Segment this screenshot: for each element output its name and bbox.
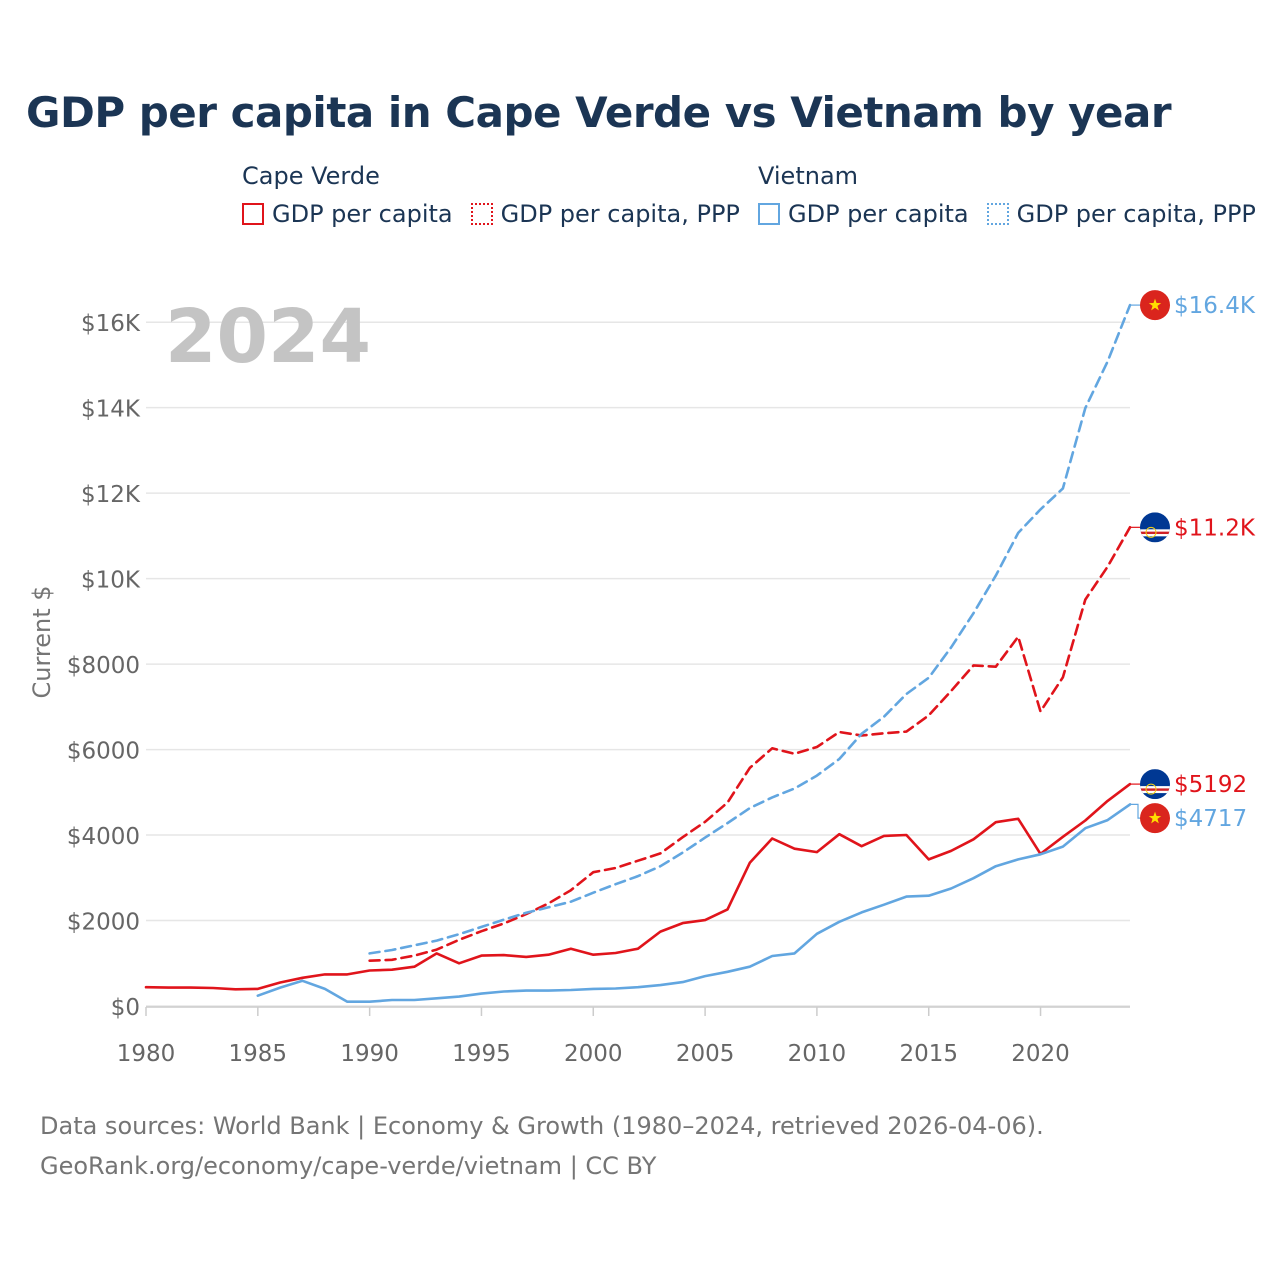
legend-swatch-dotted-red xyxy=(470,203,493,225)
series-line-vietnam-gdp-per-capita[interactable] xyxy=(256,803,1132,1004)
x-tick-label: 1990 xyxy=(340,1041,399,1067)
end-value-label: $4717 xyxy=(1174,806,1247,832)
legend-label: GDP per capita, PPP xyxy=(500,200,740,228)
footer: Data sources: World Bank | Economy & Gro… xyxy=(40,1106,1044,1186)
end-label-connector xyxy=(1130,803,1141,819)
y-tick-label: $8000 xyxy=(67,653,140,679)
y-tick-label: $0 xyxy=(111,995,140,1021)
footer-sources: Data sources: World Bank | Economy & Gro… xyxy=(40,1112,1044,1140)
y-tick-label: $4000 xyxy=(67,824,140,850)
legend-label: GDP per capita xyxy=(788,200,969,228)
y-tick-label: $16K xyxy=(81,311,141,337)
end-value-label: $5192 xyxy=(1174,772,1247,798)
legend-group-vietnam: Vietnam GDP per capita GDP per capita, P… xyxy=(758,162,1256,228)
end-value-label: $11.2K xyxy=(1174,515,1256,541)
x-tick-label: 2000 xyxy=(564,1041,623,1067)
legend-swatch-solid-blue xyxy=(758,203,780,225)
legend-group-cape-verde: Cape Verde GDP per capita GDP per capita… xyxy=(242,162,740,228)
series-lines xyxy=(144,303,1132,1004)
legend-item-vietnam-gdp[interactable]: GDP per capita xyxy=(758,200,969,228)
legend-country-cape-verde: Cape Verde xyxy=(242,162,380,190)
grid-lines xyxy=(146,321,1130,1008)
x-tick-label: 1985 xyxy=(229,1041,288,1067)
year-watermark: 2024 xyxy=(165,294,371,380)
legend-item-cape-verde-gdp-ppp[interactable]: GDP per capita, PPP xyxy=(470,200,740,228)
x-tick-label: 1980 xyxy=(117,1041,176,1067)
legend-item-cape-verde-gdp[interactable]: GDP per capita xyxy=(242,200,453,228)
x-tick-label: 2020 xyxy=(1011,1041,1070,1067)
x-tick-label: 1995 xyxy=(452,1041,511,1067)
y-tick-label: $10K xyxy=(81,568,141,594)
end-value-label: $16.4K xyxy=(1174,293,1256,319)
y-axis-label: Current $ xyxy=(28,585,56,698)
cape-verde-flag-icon xyxy=(1140,769,1170,800)
footer-link[interactable]: GeoRank.org/economy/cape-verde/vietnam |… xyxy=(40,1152,657,1180)
y-tick-label: $12K xyxy=(81,482,141,508)
x-axis-ticks: 1980 1985 1990 1995 2000 2005 2010 2015 2020 xyxy=(117,1007,1070,1067)
y-axis-ticks: $0 $2000 $4000 $6000 $8000 $10K $12K $14K $16K xyxy=(67,311,141,1021)
series-line-vietnam-gdp-per-capita-ppp[interactable] xyxy=(368,303,1132,955)
vietnam-flag-icon xyxy=(1140,290,1170,321)
y-tick-label: $2000 xyxy=(67,910,140,936)
end-labels: $5192 $11.2K $4717 $16.4K xyxy=(1130,290,1256,834)
x-tick-label: 2010 xyxy=(788,1041,847,1067)
cape-verde-flag-icon xyxy=(1140,512,1170,543)
legend-item-vietnam-gdp-ppp[interactable]: GDP per capita, PPP xyxy=(986,200,1256,228)
chart-title: GDP per capita in Cape Verde vs Vietnam … xyxy=(26,88,1172,137)
x-tick-label: 2015 xyxy=(899,1041,958,1067)
legend-country-vietnam: Vietnam xyxy=(758,162,859,190)
legend-label: GDP per capita xyxy=(272,200,453,228)
series-line-cape-verde-gdp-per-capita[interactable] xyxy=(144,782,1132,991)
x-tick-label: 2005 xyxy=(676,1041,735,1067)
y-tick-label: $6000 xyxy=(67,739,140,765)
y-tick-label: $14K xyxy=(81,397,141,423)
legend-swatch-dotted-blue xyxy=(986,203,1009,225)
legend-label: GDP per capita, PPP xyxy=(1016,200,1256,228)
legend-swatch-solid-red xyxy=(242,203,264,225)
vietnam-flag-icon xyxy=(1140,803,1170,834)
series-line-cape-verde-gdp-per-capita-ppp[interactable] xyxy=(368,525,1132,963)
